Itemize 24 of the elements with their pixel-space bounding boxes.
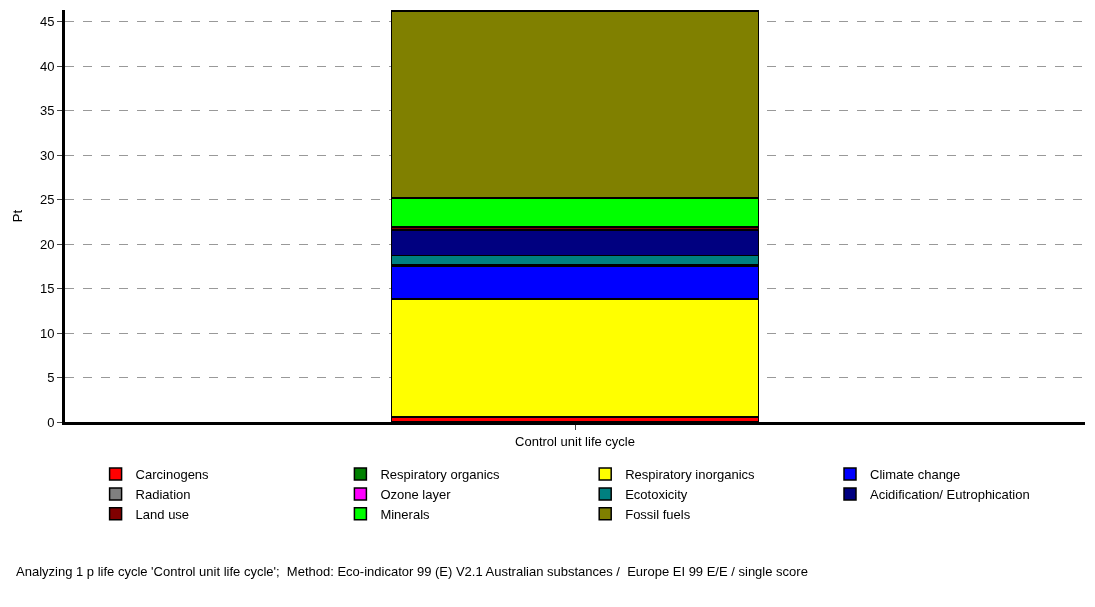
legend-label: Acidification/ Eutrophication: [870, 487, 1030, 502]
legend-label: Fossil fuels: [625, 506, 691, 522]
legend-label: Respiratory inorganics: [625, 467, 756, 483]
text: Analyzing 1 p life cycle 'Control unit life cycle'; Method: Eco-indicator 99 (E) V2.1 Australian substances / Europe EI 99 E/E / single score: [16, 564, 808, 579]
legend-label: Carcinogens: [135, 467, 210, 483]
y-tick-label: 45: [39, 14, 55, 30]
legend-label: Ozone layer: [380, 487, 452, 502]
y-tick-label: 25: [39, 192, 55, 208]
y-tick-label: 30: [39, 147, 55, 163]
legend-label: Respiratory organics: [380, 467, 501, 483]
y-tick-label: 20: [39, 236, 55, 252]
y-tick-label: 15: [39, 281, 55, 297]
y-tick-label: 5: [47, 370, 55, 386]
legend-label: Minerals: [380, 506, 431, 522]
legend-label: Climate change: [870, 467, 961, 483]
y-tick-label: 40: [39, 58, 55, 74]
y-tick-label: 10: [39, 325, 55, 341]
x-tick-label: Control unit life cycle: [515, 433, 635, 449]
y-tick-label: 0: [47, 414, 55, 430]
legend-label: Ecotoxicity: [625, 487, 688, 502]
legend-label: Radiation: [135, 487, 191, 502]
y-tick-label: 35: [39, 103, 55, 119]
legend-label: Land use: [135, 506, 190, 522]
y-axis-title: Pt: [9, 209, 25, 223]
